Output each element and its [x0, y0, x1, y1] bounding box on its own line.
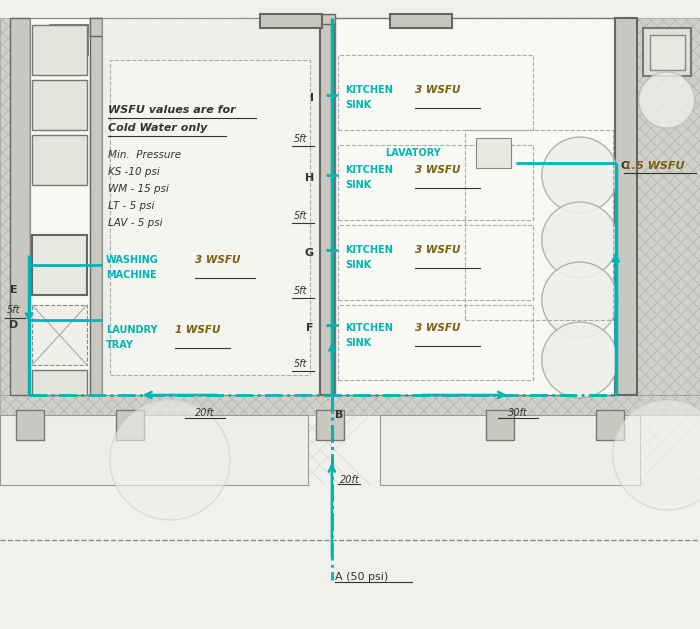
Text: LT - 5 psi: LT - 5 psi: [108, 201, 154, 211]
Circle shape: [542, 202, 618, 278]
Text: C: C: [621, 161, 629, 171]
Text: WM - 15 psi: WM - 15 psi: [108, 184, 169, 194]
Text: H: H: [304, 173, 314, 183]
Text: 5ft: 5ft: [7, 305, 21, 315]
Text: KITCHEN: KITCHEN: [345, 165, 393, 175]
Bar: [50, 25, 88, 55]
Bar: [90, 18, 102, 395]
Text: 20ft: 20ft: [195, 408, 215, 418]
Bar: [320, 18, 335, 395]
Text: I: I: [310, 93, 314, 103]
Bar: [32, 305, 87, 365]
Text: B: B: [335, 410, 343, 420]
Bar: [650, 35, 685, 70]
Circle shape: [639, 72, 695, 128]
Bar: [465, 130, 612, 320]
Text: E: E: [10, 285, 18, 295]
Text: F: F: [307, 323, 314, 333]
Text: 5ft: 5ft: [293, 211, 307, 221]
Text: WSFU values are for: WSFU values are for: [108, 105, 236, 115]
Text: 1.5 WSFU: 1.5 WSFU: [624, 161, 685, 171]
Text: 5ft: 5ft: [293, 286, 307, 296]
Bar: [90, 18, 102, 36]
Bar: [10, 18, 30, 395]
Text: 30ft: 30ft: [508, 408, 528, 418]
Text: 3 WSFU: 3 WSFU: [415, 323, 460, 333]
Circle shape: [542, 322, 618, 398]
Text: MACHINE: MACHINE: [106, 270, 157, 280]
Bar: [30, 18, 90, 395]
Text: 3 WSFU: 3 WSFU: [415, 85, 460, 95]
Bar: [643, 28, 691, 76]
Text: 1 WSFU: 1 WSFU: [175, 325, 220, 335]
Text: 20ft: 20ft: [340, 475, 360, 485]
Bar: [338, 55, 533, 130]
Bar: [380, 415, 640, 485]
Text: SINK: SINK: [345, 100, 371, 110]
Bar: [32, 25, 87, 75]
Bar: [32, 80, 87, 130]
Bar: [637, 18, 700, 395]
Bar: [32, 235, 87, 295]
Text: 3 WSFU: 3 WSFU: [195, 255, 240, 265]
Bar: [0, 18, 10, 395]
Text: LAVATORY: LAVATORY: [385, 148, 440, 158]
Circle shape: [612, 400, 700, 510]
Text: KITCHEN: KITCHEN: [345, 245, 393, 255]
Text: Min.  Pressure: Min. Pressure: [108, 150, 181, 160]
Bar: [486, 410, 514, 440]
Bar: [116, 410, 144, 440]
Text: A (50 psi): A (50 psi): [335, 572, 388, 582]
Text: WASHING: WASHING: [106, 255, 159, 265]
Bar: [16, 410, 44, 440]
Bar: [596, 410, 624, 440]
Bar: [260, 14, 322, 28]
Text: SINK: SINK: [345, 180, 371, 190]
Text: 3 WSFU: 3 WSFU: [415, 245, 460, 255]
Text: LAUNDRY: LAUNDRY: [106, 325, 158, 335]
Text: KITCHEN: KITCHEN: [345, 323, 393, 333]
Text: TRAY: TRAY: [106, 340, 134, 350]
Text: SINK: SINK: [345, 260, 371, 270]
Bar: [338, 145, 533, 220]
Bar: [338, 305, 533, 380]
Circle shape: [110, 400, 230, 520]
Circle shape: [542, 137, 618, 213]
Bar: [335, 18, 615, 395]
Text: LAV - 5 psi: LAV - 5 psi: [108, 218, 162, 228]
Bar: [615, 18, 637, 395]
Bar: [476, 138, 511, 168]
Bar: [338, 225, 533, 300]
Text: D: D: [9, 320, 19, 330]
Bar: [32, 135, 87, 185]
Text: 5ft: 5ft: [293, 134, 307, 144]
Text: KS -10 psi: KS -10 psi: [108, 167, 160, 177]
Bar: [390, 14, 452, 28]
Bar: [110, 60, 310, 375]
Text: 5ft: 5ft: [293, 359, 307, 369]
Circle shape: [542, 262, 618, 338]
Text: SINK: SINK: [345, 338, 371, 348]
Text: 3 WSFU: 3 WSFU: [415, 165, 460, 175]
Text: KITCHEN: KITCHEN: [345, 85, 393, 95]
Bar: [320, 14, 335, 24]
Bar: [316, 410, 344, 440]
Text: G: G: [304, 248, 314, 258]
Bar: [102, 18, 320, 395]
Text: Cold Water only: Cold Water only: [108, 123, 207, 133]
Bar: [0, 395, 700, 415]
Bar: [32, 370, 87, 395]
Bar: [0, 415, 308, 485]
